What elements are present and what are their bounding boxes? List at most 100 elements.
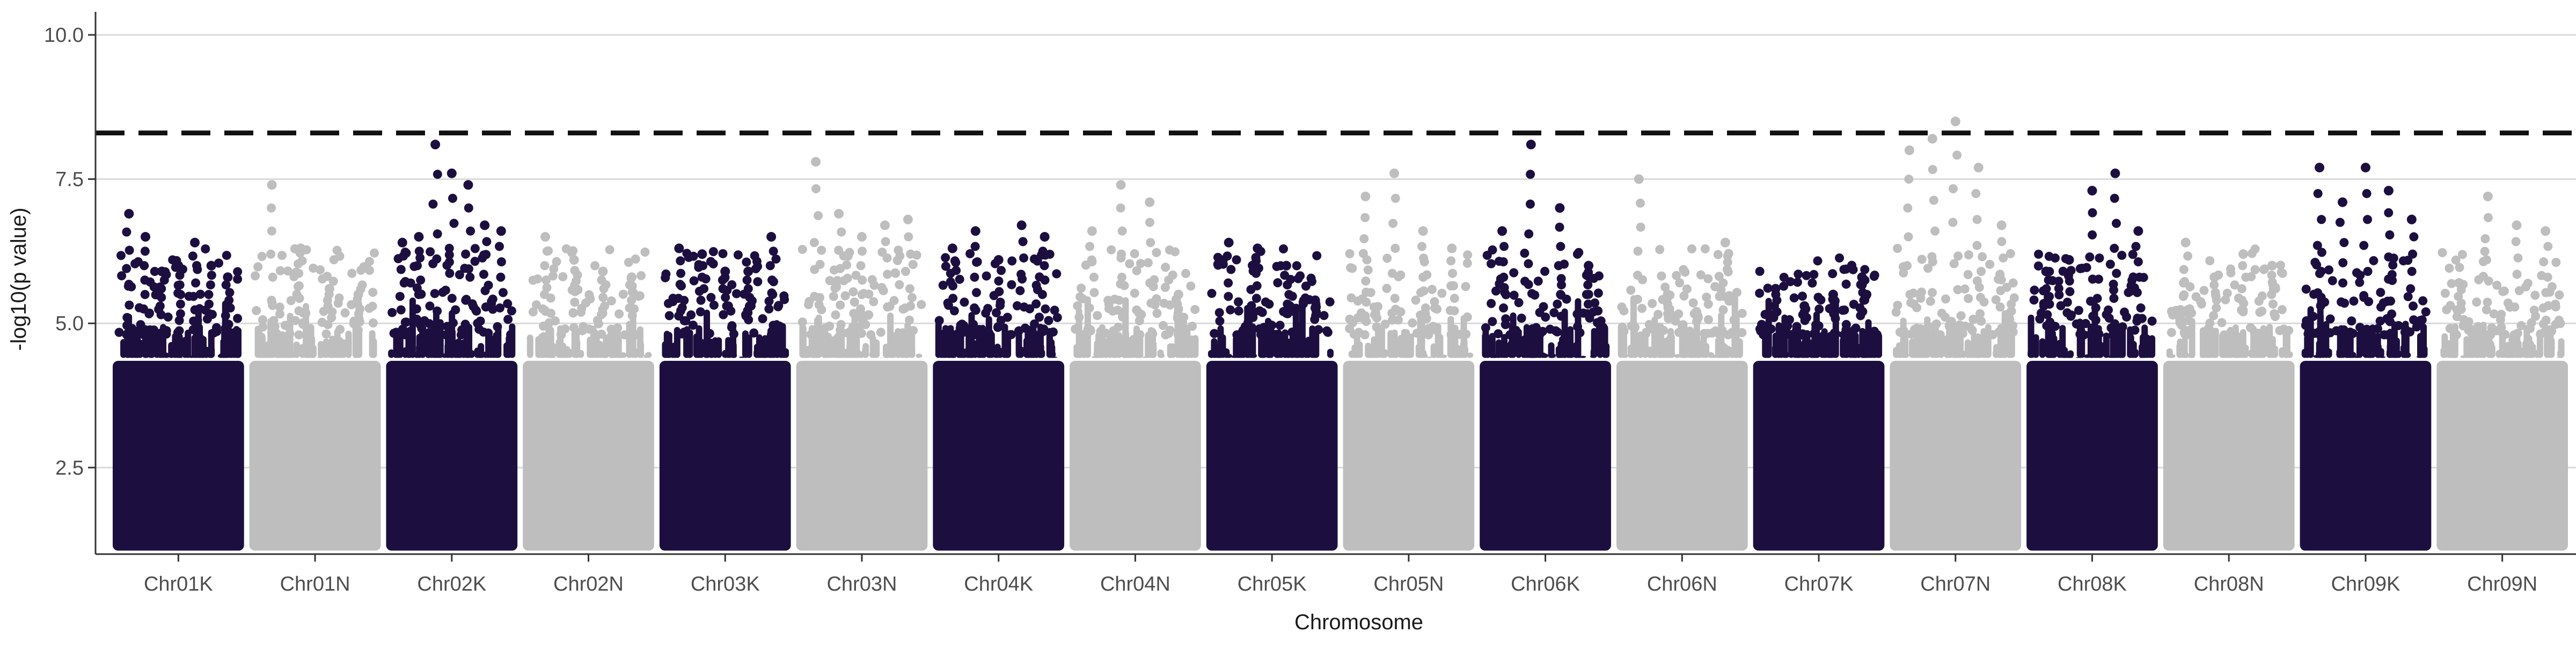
data-point (1463, 312, 1472, 322)
data-point (1027, 326, 1036, 336)
data-point (1767, 324, 1776, 333)
data-point (295, 281, 304, 290)
data-point (2317, 215, 2326, 224)
peak-point (1418, 226, 1428, 236)
series-Chr07N (1890, 117, 2021, 550)
data-point (2051, 322, 2060, 331)
edge-points (1542, 353, 1548, 358)
data-point (224, 296, 233, 305)
data-point (1354, 328, 1363, 337)
dense-points-Chr02N (523, 361, 654, 551)
data-point (2445, 264, 2454, 273)
data-point (661, 273, 670, 282)
edge-points (319, 344, 325, 358)
data-point (1985, 260, 1994, 269)
peak-point (1928, 134, 1937, 143)
data-point (415, 246, 424, 256)
data-point (2467, 329, 2476, 338)
data-point (2484, 213, 2493, 222)
data-point (428, 200, 437, 209)
data-point (204, 290, 213, 299)
data-point (1073, 323, 1082, 332)
data-point (1973, 277, 1982, 286)
data-point (281, 321, 290, 330)
data-point (2384, 274, 2393, 283)
data-point (858, 246, 867, 256)
data-point (2034, 261, 2043, 271)
data-point (445, 244, 454, 253)
edge-points (1909, 338, 1915, 358)
edge-points (1659, 353, 1666, 358)
data-point (1007, 330, 1016, 339)
data-point (1345, 315, 1354, 324)
data-point (503, 315, 513, 324)
data-point (267, 296, 276, 305)
data-point (176, 290, 185, 299)
data-point (1870, 327, 1879, 336)
data-point (2197, 300, 2206, 309)
data-point (1689, 299, 1698, 308)
data-point (917, 300, 926, 309)
edge-points (1209, 353, 1215, 358)
data-point (1633, 271, 1642, 280)
edge-points (527, 335, 533, 358)
data-point (719, 310, 728, 319)
data-point (758, 314, 767, 323)
dense-points-Chr03N (796, 361, 928, 551)
edge-points (169, 354, 175, 358)
data-point (2085, 252, 2094, 261)
data-point (2063, 297, 2072, 307)
data-point (1511, 326, 1520, 335)
data-point (2229, 328, 2238, 337)
data-point (1272, 262, 1282, 271)
data-point (426, 247, 435, 256)
data-point (258, 323, 267, 332)
data-point (2131, 242, 2140, 251)
data-point (2218, 318, 2227, 327)
data-point (972, 288, 981, 297)
data-point (605, 245, 614, 255)
data-point (206, 280, 215, 289)
data-point (1145, 279, 1154, 288)
data-point (2359, 241, 2368, 250)
y-tick-label: 10.0 (44, 24, 84, 47)
data-point (1215, 317, 1224, 326)
data-point (1918, 255, 1927, 264)
data-point (775, 322, 784, 331)
data-point (1978, 252, 1987, 261)
data-point (1937, 309, 1946, 318)
edge-points (2028, 349, 2034, 358)
data-point (193, 265, 202, 274)
data-point (1276, 321, 1285, 330)
data-point (1234, 307, 1243, 316)
data-point (2458, 250, 2467, 259)
data-point (267, 227, 276, 236)
data-point (445, 269, 454, 278)
edge-points (2270, 336, 2276, 358)
edge-points (1603, 343, 1609, 358)
edge-points (2302, 349, 2308, 358)
data-point (419, 330, 428, 339)
edge-points (1682, 348, 1689, 358)
data-point (1526, 170, 1535, 179)
data-point (1973, 215, 1982, 224)
data-point (2128, 250, 2138, 259)
x-tick-label: Chr02K (417, 573, 486, 595)
data-point (495, 242, 504, 251)
edge-points (2149, 335, 2155, 358)
peak-point (2181, 238, 2191, 248)
data-point (1916, 294, 1925, 303)
series-Chr06N (1616, 175, 1748, 551)
data-point (2408, 250, 2417, 259)
edge-points (600, 344, 606, 358)
data-point (2442, 305, 2451, 314)
data-point (2314, 189, 2323, 198)
data-point (848, 287, 858, 296)
x-tick-label: Chr08K (2058, 573, 2127, 595)
data-point (2112, 219, 2121, 228)
data-point (2496, 326, 2505, 336)
data-point (1359, 234, 1368, 243)
data-point (628, 311, 637, 320)
data-point (2118, 322, 2127, 331)
edge-points (799, 324, 806, 358)
